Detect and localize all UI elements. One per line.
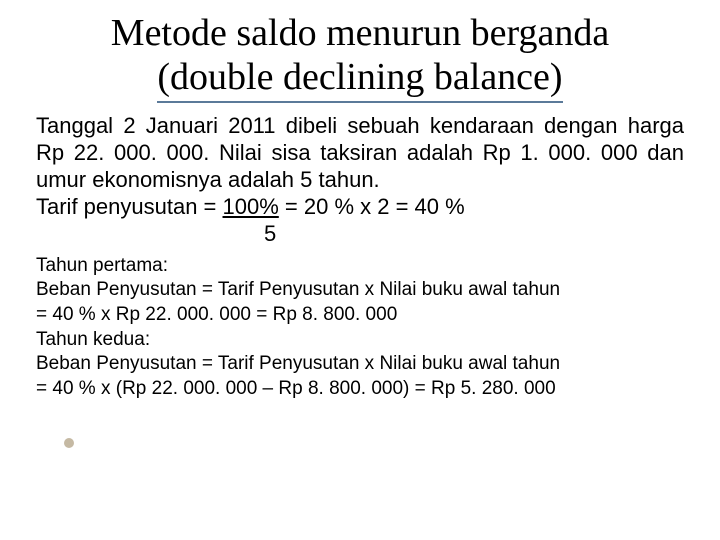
sub-line-1: Tahun pertama: (36, 254, 684, 279)
sub-line-3: = 40 % x Rp 22. 000. 000 = Rp 8. 800. 00… (36, 303, 684, 328)
tarif-suffix: = 20 % x 2 = 40 % (279, 194, 465, 219)
slide-title: Metode saldo menurun berganda (double de… (36, 12, 684, 103)
bullet-icon (64, 438, 74, 448)
title-line-2: (double declining balance) (157, 56, 562, 104)
tarif-prefix: Tarif penyusutan = (36, 194, 223, 219)
title-line-1: Metode saldo menurun berganda (111, 12, 609, 54)
tarif-line: Tarif penyusutan = 100% = 20 % x 2 = 40 … (36, 194, 684, 221)
sub-line-6: = 40 % x (Rp 22. 000. 000 – Rp 8. 800. 0… (36, 377, 684, 402)
sub-line-4: Tahun kedua: (36, 328, 684, 353)
tarif-underlined: 100% (223, 194, 279, 219)
tarif-divisor: 5 (36, 221, 684, 248)
sub-line-5: Beban Penyusutan = Tarif Penyusutan x Ni… (36, 352, 684, 377)
calculation-block: Tahun pertama: Beban Penyusutan = Tarif … (36, 254, 684, 402)
slide-container: Metode saldo menurun berganda (double de… (0, 0, 720, 540)
sub-line-2: Beban Penyusutan = Tarif Penyusutan x Ni… (36, 278, 684, 303)
paragraph-1: Tanggal 2 Januari 2011 dibeli sebuah ken… (36, 113, 684, 193)
